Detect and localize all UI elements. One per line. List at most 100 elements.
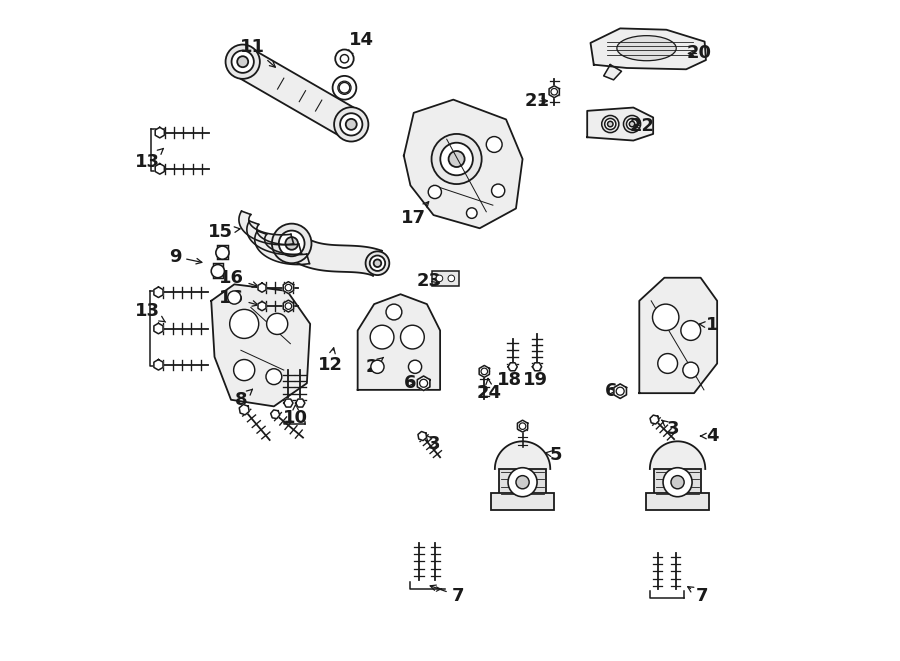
Polygon shape [495, 442, 550, 469]
Text: 18: 18 [497, 365, 522, 389]
Bar [217, 245, 228, 259]
Circle shape [370, 325, 394, 349]
Polygon shape [284, 282, 293, 293]
Text: 7: 7 [430, 585, 464, 605]
Text: 17: 17 [401, 202, 428, 227]
Circle shape [491, 184, 505, 197]
Text: 14: 14 [347, 31, 374, 56]
Text: 20: 20 [687, 44, 712, 62]
Circle shape [386, 304, 401, 320]
Circle shape [431, 134, 482, 184]
Bar [646, 493, 709, 510]
Text: 3: 3 [662, 420, 680, 438]
Polygon shape [284, 233, 382, 276]
Polygon shape [154, 323, 163, 334]
Circle shape [428, 185, 441, 198]
Text: 16: 16 [219, 269, 258, 288]
Polygon shape [154, 360, 163, 370]
Text: 6: 6 [606, 382, 618, 400]
Circle shape [409, 360, 421, 373]
Polygon shape [155, 164, 165, 174]
Text: 19: 19 [523, 365, 548, 389]
Text: 23: 23 [417, 272, 441, 290]
Polygon shape [238, 211, 293, 245]
Polygon shape [404, 100, 523, 228]
Circle shape [626, 118, 637, 130]
Text: 15: 15 [208, 223, 240, 241]
Circle shape [448, 275, 454, 282]
Circle shape [608, 122, 613, 127]
Bar [500, 469, 545, 495]
Circle shape [671, 476, 684, 488]
Text: 4: 4 [700, 427, 719, 445]
Polygon shape [587, 108, 653, 141]
Circle shape [226, 44, 260, 79]
Text: 24: 24 [477, 378, 502, 402]
Circle shape [663, 468, 692, 496]
Polygon shape [650, 415, 659, 424]
Circle shape [334, 107, 368, 141]
Text: 3: 3 [425, 435, 440, 453]
Circle shape [508, 468, 537, 496]
Text: 21: 21 [525, 92, 550, 110]
Text: 13: 13 [135, 301, 166, 322]
Text: 6: 6 [404, 374, 417, 392]
Polygon shape [418, 376, 430, 391]
Polygon shape [639, 278, 717, 393]
Polygon shape [155, 128, 165, 138]
Text: 9: 9 [168, 248, 202, 266]
Circle shape [266, 313, 288, 334]
Circle shape [629, 122, 634, 127]
Text: 12: 12 [318, 348, 343, 374]
Circle shape [374, 259, 382, 267]
Circle shape [238, 56, 248, 67]
Circle shape [624, 116, 641, 133]
Text: 5: 5 [545, 446, 562, 463]
Bar [212, 263, 223, 278]
Circle shape [333, 76, 356, 100]
Text: 7: 7 [688, 587, 708, 605]
Circle shape [234, 360, 255, 381]
Circle shape [448, 151, 464, 167]
Polygon shape [604, 65, 622, 80]
Circle shape [516, 476, 529, 488]
Text: 8: 8 [235, 389, 253, 408]
Bar [491, 493, 554, 510]
Circle shape [486, 137, 502, 153]
Circle shape [652, 304, 679, 330]
Text: 16: 16 [219, 288, 258, 307]
Text: 1: 1 [699, 316, 719, 334]
Polygon shape [154, 287, 163, 297]
Polygon shape [212, 284, 310, 407]
Circle shape [440, 143, 472, 175]
Circle shape [605, 118, 616, 130]
Bar [432, 271, 459, 286]
Circle shape [683, 362, 698, 378]
Ellipse shape [616, 36, 676, 61]
Polygon shape [614, 384, 626, 399]
Polygon shape [258, 283, 266, 292]
Circle shape [285, 237, 298, 250]
Polygon shape [590, 28, 706, 69]
Circle shape [279, 231, 304, 256]
Polygon shape [549, 86, 560, 98]
Polygon shape [247, 221, 302, 254]
Polygon shape [258, 301, 266, 311]
Polygon shape [284, 399, 293, 407]
Circle shape [230, 309, 258, 338]
Circle shape [212, 264, 224, 278]
Polygon shape [418, 432, 427, 441]
Polygon shape [479, 366, 490, 377]
Polygon shape [271, 410, 280, 418]
Text: 13: 13 [135, 149, 164, 171]
Text: 11: 11 [239, 38, 275, 67]
Polygon shape [357, 294, 440, 390]
Circle shape [400, 325, 424, 349]
Text: 2: 2 [366, 358, 383, 376]
Text: 10: 10 [284, 405, 308, 426]
Circle shape [436, 275, 443, 282]
Polygon shape [284, 300, 293, 312]
Circle shape [466, 208, 477, 218]
Polygon shape [508, 363, 518, 371]
Bar [654, 469, 701, 495]
